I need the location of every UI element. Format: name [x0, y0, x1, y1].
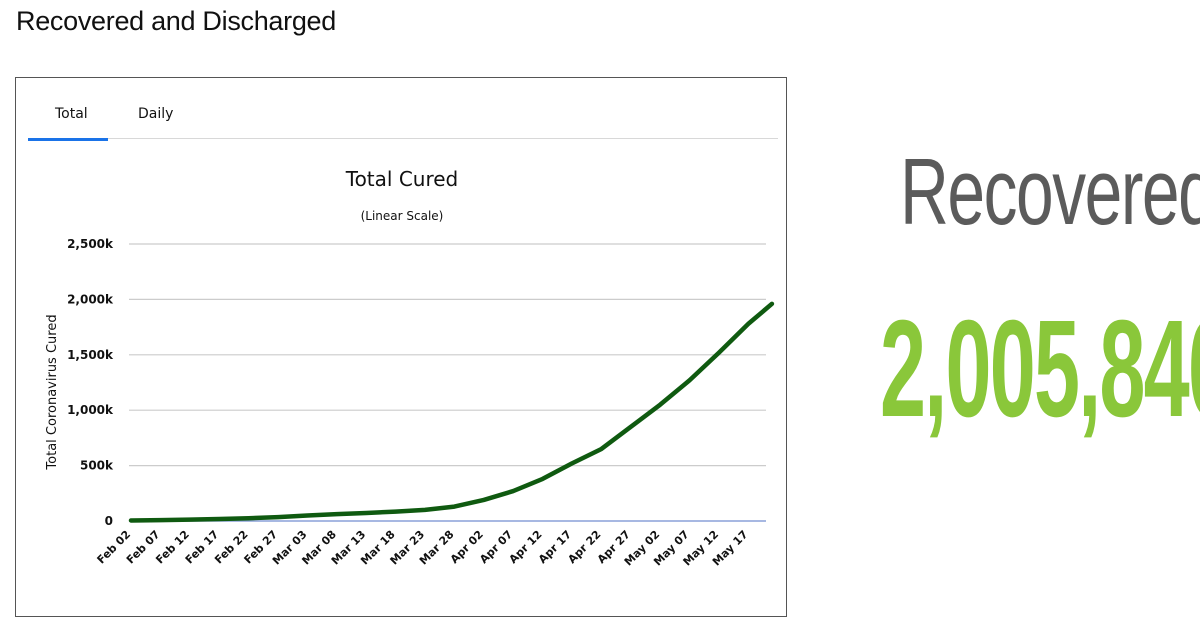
series-group [131, 304, 772, 521]
chart-title: Total Cured [345, 167, 459, 191]
chart-panel: Total Daily Total Cured (Linear Scale) T… [15, 77, 787, 617]
recovered-label: Recovered: [900, 138, 1200, 246]
y-tick-label: 2,000k [67, 292, 114, 306]
y-tick-label: 500k [80, 459, 114, 473]
y-axis-ticks: 0 500k 1,000k 1,500k 2,000k 2,500k [67, 237, 114, 528]
chart-subtitle: (Linear Scale) [361, 209, 444, 223]
line-chart: Total Cured (Linear Scale) Total Coronav… [16, 78, 788, 618]
y-axis-label: Total Coronavirus Cured [45, 314, 60, 470]
y-tick-label: 1,500k [67, 348, 114, 362]
series-line-total-cured [131, 304, 772, 521]
y-tick-label: 0 [105, 514, 113, 528]
page-heading: Recovered and Discharged [16, 6, 336, 37]
grid-lines [129, 244, 766, 521]
recovered-count: 2,005,840 [880, 290, 1200, 449]
y-tick-label: 1,000k [67, 403, 114, 417]
y-tick-label: 2,500k [67, 237, 114, 251]
